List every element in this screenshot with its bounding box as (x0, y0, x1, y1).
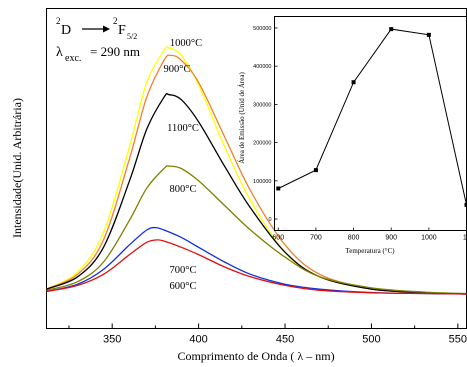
series-line-2 (46, 93, 467, 295)
emission-curves (46, 46, 467, 295)
inset-data-point (313, 168, 318, 173)
transition-from: D (61, 23, 71, 38)
inset-data-point (464, 202, 467, 207)
transition-to: F (118, 23, 126, 38)
series-line-3 (46, 165, 467, 295)
series-label-1: 900°C (164, 64, 191, 75)
main-x-tick-label: 350 (103, 334, 121, 346)
inset-x-tick-label: 800 (348, 235, 360, 242)
inset-y-tick-label: 200000 (253, 141, 271, 147)
inset-x-tick-label: 600 (272, 235, 284, 242)
main-x-tick-label: 550 (449, 334, 467, 346)
series-label-3: 800°C (170, 184, 197, 195)
series-label-2: 1100°C (167, 123, 199, 134)
inset-x-ticks: 600 700 800 900 1000 11 (272, 227, 467, 242)
excitation-symbol: λ (56, 45, 63, 60)
inset-y-tick-label: 300000 (253, 102, 271, 108)
transition-annotation: 2 D 2 F 5/2 λ exc. = 290 nm (56, 16, 140, 64)
inset-data-point (426, 32, 431, 37)
inset-data-point (351, 80, 356, 85)
inset-y-ticks: 0 100000 200000 300000 400000 500000 (253, 26, 278, 223)
inset-y-tick-label: 0 (268, 217, 271, 223)
excitation-value: = 290 nm (90, 44, 140, 59)
inset-y-axis-label: Área de Emissão (Unid de Área) (238, 72, 246, 164)
main-y-axis-label: Intensidade(Unid. Arbitrária) (10, 98, 24, 238)
inset-series (276, 27, 467, 207)
series-labels: 1000°C 900°C 1100°C 800°C 700°C 600°C (164, 38, 203, 292)
series-line-5 (46, 239, 467, 295)
series-label-5: 600°C (170, 281, 197, 292)
series-label-4: 700°C (170, 265, 197, 276)
main-x-tick-label: 400 (189, 334, 207, 346)
main-x-ticks: 350 400 450 500 550 (68, 323, 467, 346)
inset-y-tick-label: 500000 (253, 26, 271, 32)
main-x-tick-label: 450 (276, 334, 294, 346)
inset-data-point (276, 186, 281, 191)
inset-x-axis-label: Temperatura (°C) (345, 247, 395, 255)
series-line-4 (46, 226, 467, 295)
transition-to-sub: 5/2 (127, 32, 137, 41)
inset-x-tick-label: 900 (385, 235, 397, 242)
inset-data-point (389, 27, 394, 32)
series-label-0: 1000°C (170, 38, 202, 49)
inset-y-tick-label: 400000 (253, 64, 271, 70)
main-x-axis-label: Comprimento de Onda ( λ – nm) (177, 349, 334, 363)
inset-x-tick-label: 11 (463, 235, 467, 242)
inset-series-line (278, 28, 467, 206)
inset-plot-background (274, 16, 466, 230)
transition-to-sup: 2 (113, 16, 118, 26)
inset-y-tick-label: 100000 (253, 179, 271, 185)
transition-arrowhead (103, 25, 110, 33)
inset-x-tick-label: 700 (310, 235, 322, 242)
transition-from-sup: 2 (56, 16, 61, 26)
inset-x-tick-label: 1000 (421, 235, 437, 242)
excitation-sub: exc. (65, 53, 81, 64)
main-x-tick-label: 500 (362, 334, 380, 346)
